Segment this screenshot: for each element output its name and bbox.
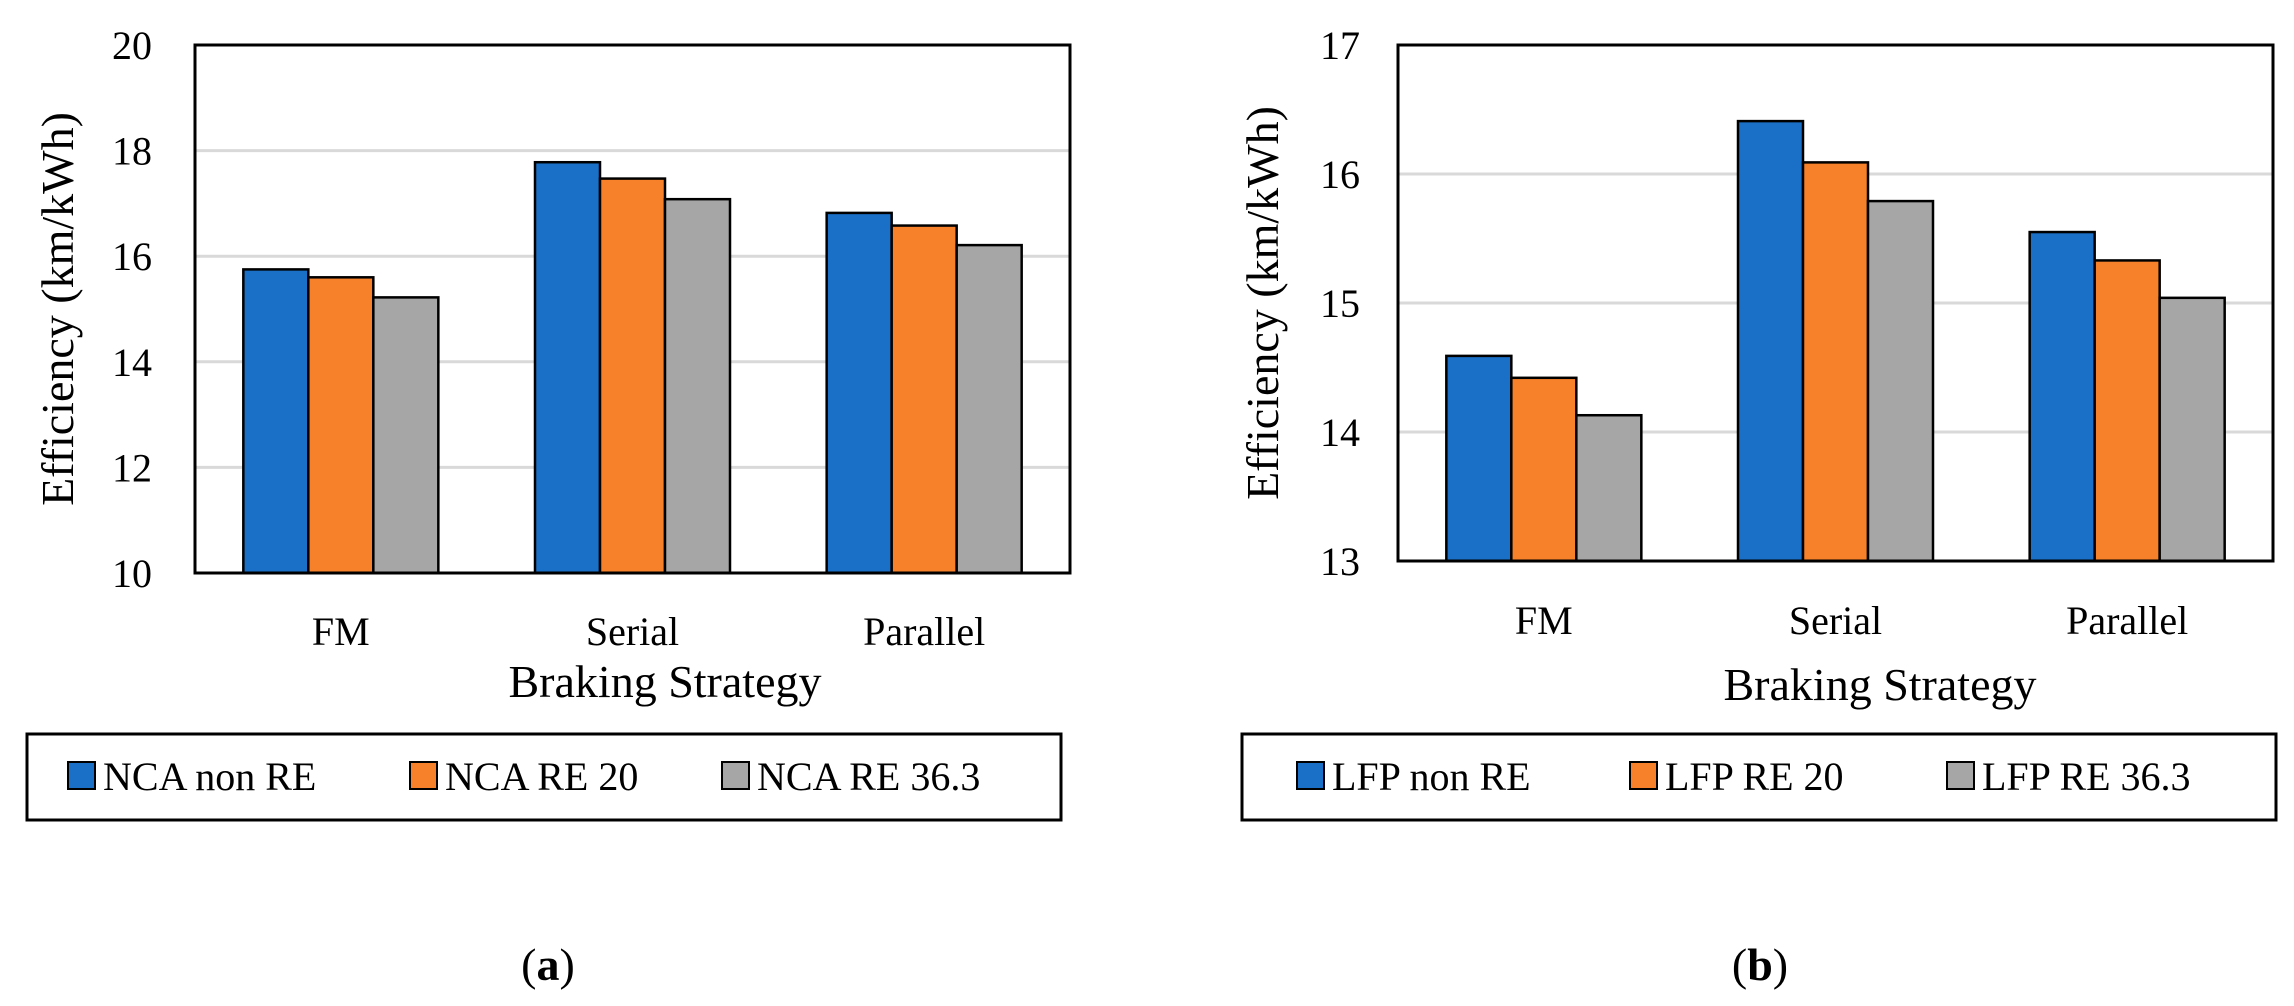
y-tick-label: 10 bbox=[112, 551, 152, 596]
legend-swatch-nca-non-re bbox=[67, 761, 96, 790]
legend-label-nca-re-20: NCA RE 20 bbox=[445, 754, 638, 799]
legend-label-lfp-non-re: LFP non RE bbox=[1332, 754, 1531, 799]
panel-label: (b) bbox=[1732, 939, 1788, 990]
y-tick-label: 17 bbox=[1320, 23, 1360, 68]
panel-a: 10 12 14 16 18 20 FM Serial Parallel Braking St… bbox=[25, 23, 1072, 990]
bar-nca-non-re-serial bbox=[533, 160, 602, 575]
legend-swatch-lfp-non-re bbox=[1296, 761, 1325, 790]
legend-swatch-nca-re-36-3 bbox=[721, 761, 750, 790]
bar-nca-non-re-fm bbox=[242, 268, 310, 575]
legend-label-lfp-re-36-3: LFP RE 36.3 bbox=[1982, 754, 2191, 799]
x-tick-label: Parallel bbox=[863, 609, 985, 654]
x-tick-label: Serial bbox=[586, 609, 679, 654]
bar-lfp-re-20-serial bbox=[1801, 161, 1870, 563]
bar-lfp-non-re-fm bbox=[1445, 354, 1513, 563]
y-axis-title: Efficiency (km/kWh) bbox=[32, 112, 83, 506]
legend-swatch-lfp-re-36-3 bbox=[1946, 761, 1975, 790]
x-tick-label: Parallel bbox=[2066, 598, 2188, 643]
bar-lfp-re-20-parallel bbox=[2093, 259, 2161, 563]
y-tick-label: 14 bbox=[112, 340, 152, 385]
legend-label-lfp-re-20: LFP RE 20 bbox=[1665, 754, 1844, 799]
legend-swatch-nca-re-20 bbox=[409, 761, 438, 790]
bar-lfp-re-36-3-parallel bbox=[2158, 296, 2226, 563]
legend-label-nca-re-36-3: NCA RE 36.3 bbox=[757, 754, 980, 799]
legend-box bbox=[25, 732, 1063, 822]
legend-label-nca-non-re: NCA non RE bbox=[103, 754, 316, 799]
bar-nca-re-20-parallel bbox=[890, 224, 958, 575]
plot-area-frame bbox=[1396, 43, 2275, 563]
y-tick-label: 12 bbox=[112, 445, 152, 490]
y-tick-label: 18 bbox=[112, 129, 152, 174]
bar-nca-re-36-3-parallel bbox=[955, 243, 1023, 575]
panel-label: (a) bbox=[521, 939, 575, 990]
x-axis-title: Braking Strategy bbox=[509, 656, 822, 707]
bar-nca-non-re-parallel bbox=[825, 211, 893, 575]
bar-lfp-re-20-fm bbox=[1510, 376, 1578, 563]
legend-swatch-lfp-re-20 bbox=[1629, 761, 1658, 790]
x-tick-label: FM bbox=[1515, 598, 1573, 643]
bar-nca-re-36-3-fm bbox=[372, 296, 440, 575]
bar-lfp-non-re-parallel bbox=[2028, 230, 2096, 563]
bar-lfp-re-36-3-fm bbox=[1575, 413, 1643, 563]
x-axis-title: Braking Strategy bbox=[1724, 659, 2037, 710]
bar-lfp-re-36-3-serial bbox=[1866, 199, 1935, 563]
y-axis-title: Efficiency (km/kWh) bbox=[1237, 106, 1288, 500]
y-tick-label: 13 bbox=[1320, 539, 1360, 584]
y-tick-label: 20 bbox=[112, 23, 152, 68]
x-tick-label: FM bbox=[312, 609, 370, 654]
y-tick-label: 16 bbox=[1320, 152, 1360, 197]
x-tick-label: Serial bbox=[1789, 598, 1882, 643]
bar-lfp-non-re-serial bbox=[1736, 119, 1805, 563]
y-tick-label: 14 bbox=[1320, 410, 1360, 455]
legend: NCA non RE NCA RE 20 NCA RE 36.3 bbox=[25, 732, 1063, 822]
legend-box bbox=[1240, 732, 2278, 822]
y-tick-label: 16 bbox=[112, 234, 152, 279]
panel-b: 13 14 15 16 17 FM Serial Parallel Braking Stra… bbox=[1237, 23, 2278, 990]
bar-nca-re-20-fm bbox=[307, 276, 375, 575]
plot-area-frame bbox=[193, 43, 1072, 575]
y-tick-label: 15 bbox=[1320, 281, 1360, 326]
bar-nca-re-36-3-serial bbox=[663, 197, 732, 575]
legend: LFP non RE LFP RE 20 LFP RE 36.3 bbox=[1240, 732, 2278, 822]
bar-nca-re-20-serial bbox=[598, 177, 667, 575]
